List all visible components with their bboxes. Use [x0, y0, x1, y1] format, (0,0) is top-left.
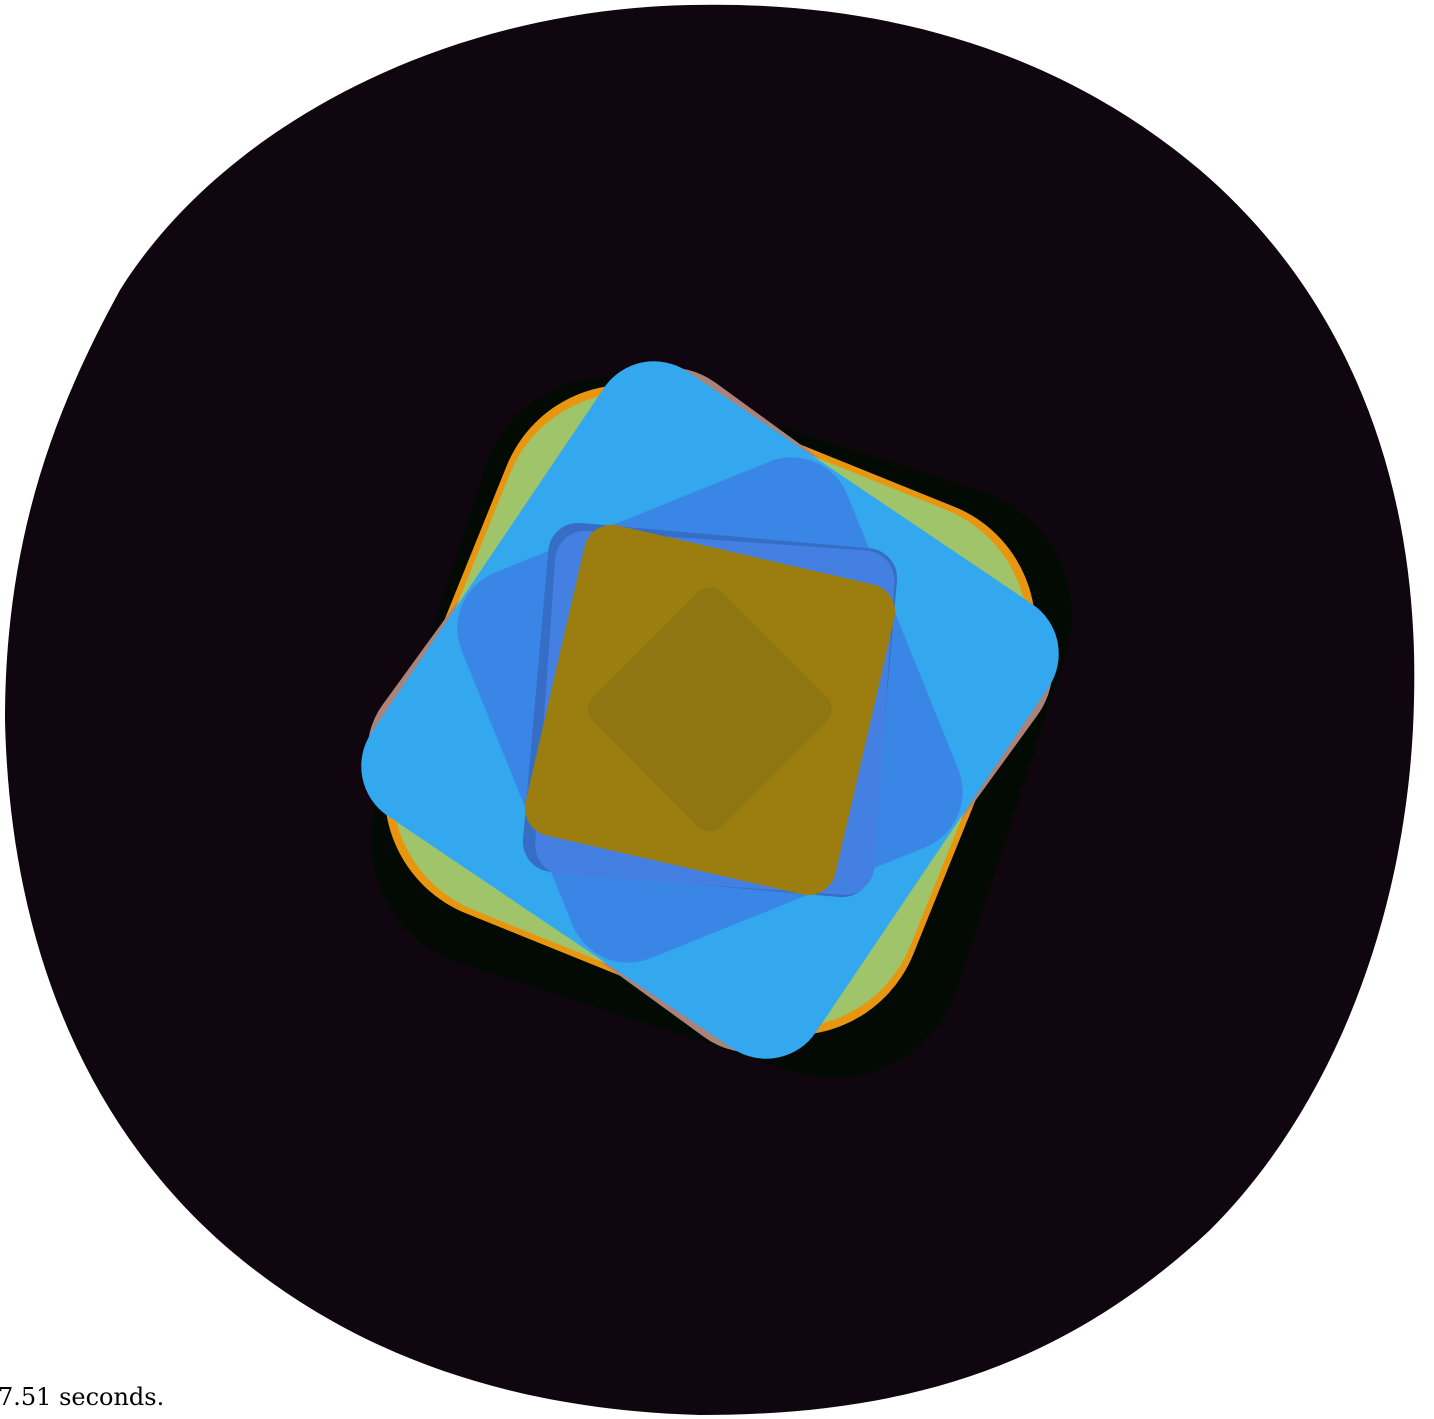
- artwork: [361, 361, 1072, 1079]
- elapsed-caption: 7.51 seconds.: [0, 1383, 164, 1411]
- olive-diamond: [588, 587, 832, 832]
